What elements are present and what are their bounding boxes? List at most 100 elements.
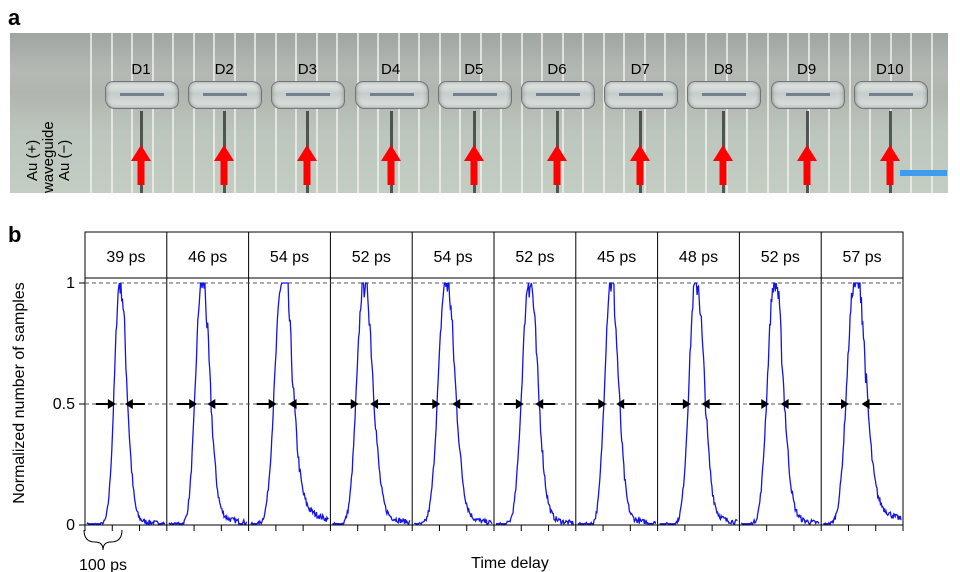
red-arrow-icon: [214, 145, 235, 185]
left-arrowhead-icon: [761, 399, 770, 409]
right-arrowhead-icon: [701, 399, 710, 409]
left-arrowhead-icon: [268, 399, 277, 409]
left-arrowhead-icon: [350, 399, 359, 409]
electrode-stripe: [828, 33, 830, 193]
device-label: D8: [713, 61, 733, 78]
au-minus-label: Au (−): [56, 139, 73, 181]
right-arrowhead-icon: [861, 399, 870, 409]
left-arrowhead-icon: [107, 399, 116, 409]
right-arrowhead-icon: [452, 399, 461, 409]
chart-frames: [84, 231, 904, 526]
electrode-stripe: [438, 33, 441, 193]
right-arrowhead-icon: [124, 399, 133, 409]
red-arrow-icon: [380, 145, 401, 185]
chart-curves: [86, 282, 902, 527]
electrode-stripe: [541, 33, 543, 193]
electrode-stripe: [705, 33, 707, 193]
x-axis-label: Time delay: [471, 555, 549, 572]
detector-device: [354, 81, 429, 109]
histogram-curve: [740, 282, 820, 526]
red-arrow-icon: [297, 145, 318, 185]
histogram-curve: [659, 282, 738, 525]
device-label: D9: [797, 61, 817, 78]
scale-bar: [900, 170, 947, 176]
detector-device: [770, 81, 845, 109]
electrode-stripe: [315, 33, 318, 193]
left-arrowhead-icon: [598, 399, 607, 409]
fwhm-label: 52 ps: [352, 249, 391, 266]
panel-b-letter: b: [8, 222, 22, 247]
detector-device: [437, 81, 512, 109]
device-micrograph: D1 D2 D3 D4 D5 D6 D7 D8 D9 D10 Au (+) waveguide A…: [10, 33, 948, 193]
electrode-stripe: [869, 33, 871, 193]
electrode-stripe: [479, 33, 482, 193]
electrode-stripe: [397, 33, 400, 193]
right-arrowhead-icon: [207, 399, 216, 409]
fwhm-arrows: [95, 399, 882, 409]
electrode-stripe: [910, 33, 912, 193]
electrode-stripe: [110, 33, 113, 193]
electrode-stripe: [151, 33, 154, 193]
device-label: D5: [464, 61, 484, 78]
fwhm-label: 54 ps: [270, 249, 309, 266]
panel-a-letter: a: [8, 5, 21, 30]
electrode-stripe: [602, 33, 605, 193]
detector-device: [604, 81, 679, 109]
electrode-stripe: [192, 33, 195, 193]
left-arrowhead-icon: [432, 399, 441, 409]
fwhm-label: 39 ps: [106, 249, 145, 266]
electrode-stripe: [561, 33, 564, 193]
red-arrow-icon: [463, 145, 484, 185]
y-tick-label: 0: [66, 517, 75, 534]
fwhm-label: 52 ps: [515, 249, 554, 266]
detector-device: [105, 81, 179, 109]
electrode-stripe: [418, 33, 420, 193]
left-arrowhead-icon: [515, 399, 524, 409]
au-plus-label: Au (+): [24, 139, 41, 181]
fwhm-label: 52 ps: [761, 249, 800, 266]
waveguide-label: waveguide: [40, 121, 57, 193]
electrode-stripe: [787, 33, 789, 193]
histogram-curve: [250, 282, 329, 526]
micrograph-top-band: [10, 33, 948, 69]
left-arrowhead-icon: [841, 399, 850, 409]
electrode-stripe: [643, 33, 646, 193]
x-scale-label: 100 ps: [79, 557, 127, 572]
electrode-stripe: [295, 33, 297, 193]
electrode-stripe: [254, 33, 256, 193]
red-arrow-icon: [713, 145, 734, 185]
device-label: D6: [547, 61, 567, 78]
detector-device: [271, 81, 346, 109]
electrode-stripe: [459, 33, 461, 193]
detector-device: [853, 81, 928, 109]
timing-histogram-chart: 39 ps 46 ps 54 ps 52 ps 54 ps 52 ps 45 ps 48 ps…: [11, 231, 904, 572]
red-arrow-icon: [547, 145, 567, 185]
electrode-stripe: [172, 33, 174, 193]
right-arrowhead-icon: [370, 399, 379, 409]
electrode-stripe: [336, 33, 338, 193]
left-arrowhead-icon: [189, 399, 198, 409]
electrode-stripe: [500, 33, 502, 193]
red-arrow-icon: [630, 145, 651, 185]
electrode-stripe: [684, 33, 687, 193]
electrode-stripe: [213, 33, 215, 193]
histogram-curve: [577, 282, 657, 526]
histogram-curve: [413, 282, 493, 525]
red-arrow-icon: [796, 145, 817, 185]
y-tick-label: 0.5: [53, 396, 75, 413]
fwhm-label: 57 ps: [843, 249, 882, 266]
device-label: D3: [297, 61, 317, 78]
electrode-stripe: [233, 33, 236, 193]
electrode-stripe: [131, 33, 133, 193]
fwhm-labels: 39 ps 46 ps 54 ps 52 ps 54 ps 52 ps 45 ps 48 ps…: [106, 249, 881, 266]
detector-device: [521, 81, 595, 109]
right-arrowhead-icon: [288, 399, 297, 409]
device-label: D4: [381, 61, 401, 78]
electrode-stripe: [582, 33, 584, 193]
electrode-stripe: [520, 33, 523, 193]
right-arrowhead-icon: [780, 399, 789, 409]
device-label: D1: [131, 61, 151, 78]
histogram-curve: [168, 282, 248, 526]
x-scale-brace: [83, 529, 123, 551]
electrode-stripe: [664, 33, 666, 193]
